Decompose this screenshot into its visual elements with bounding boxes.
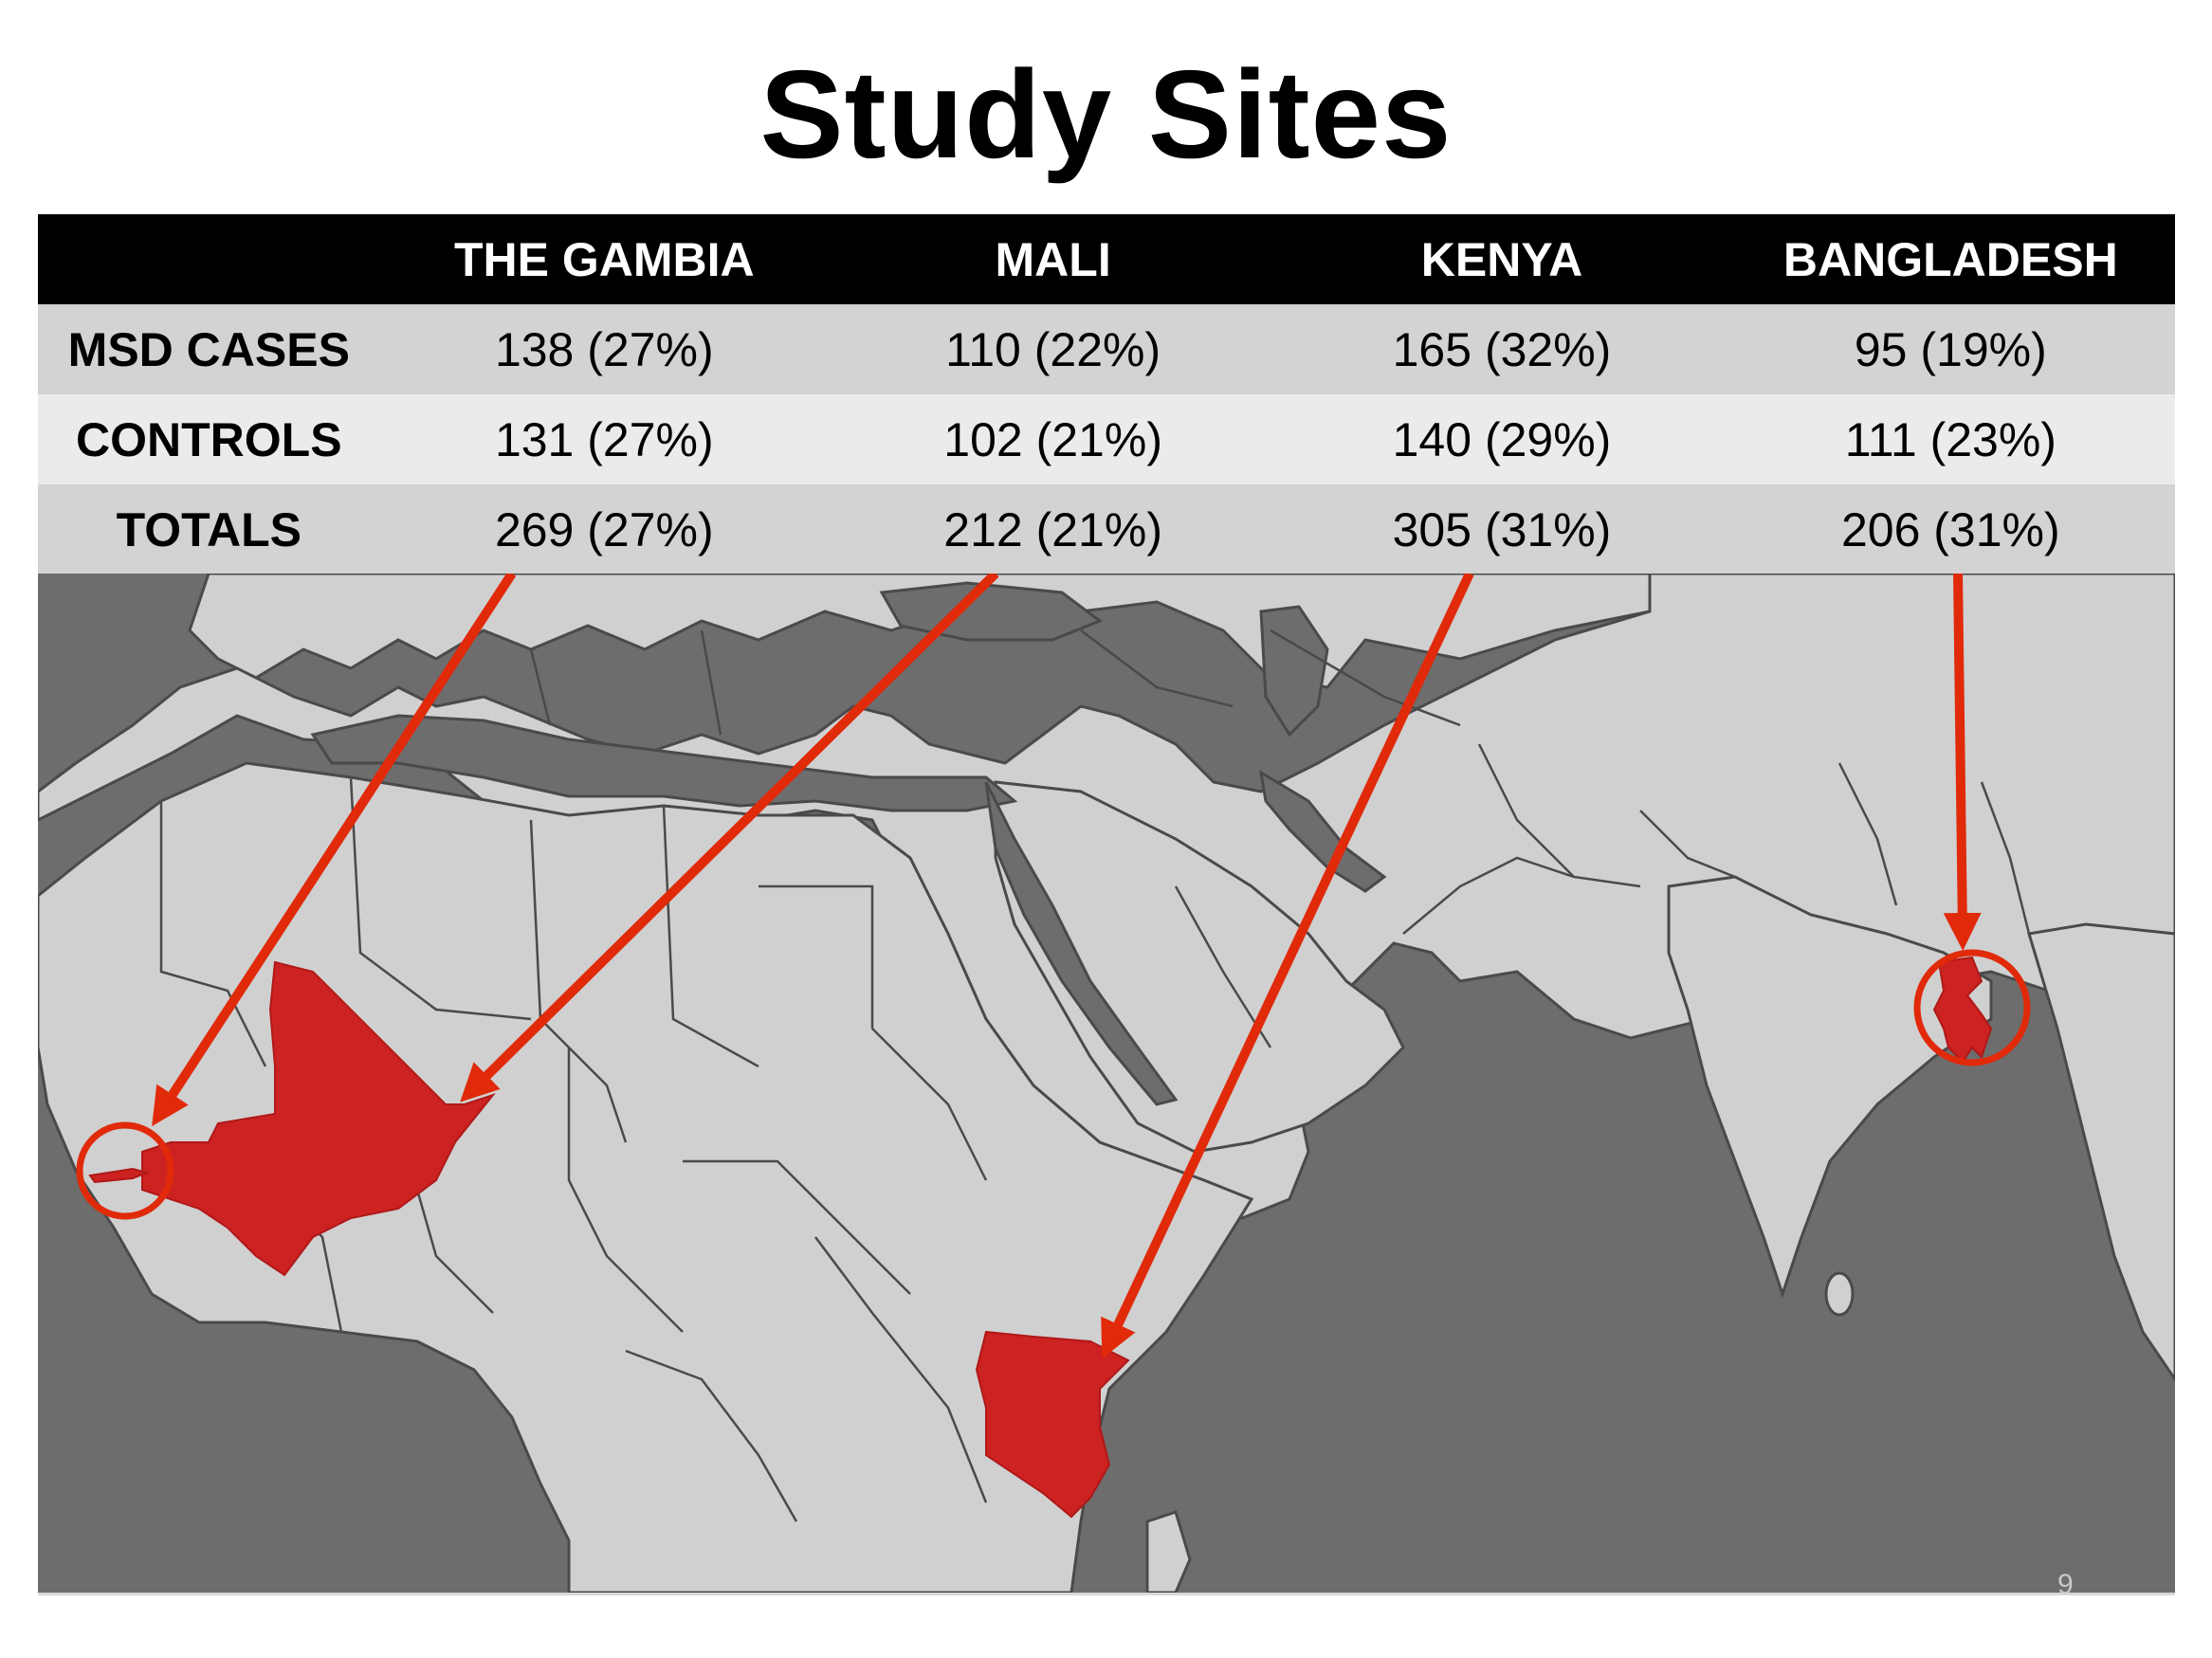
- kenya-country: [975, 1330, 1130, 1519]
- gambia-highlight-circle: [76, 1121, 174, 1220]
- arrow-the-gambia: [152, 574, 517, 1127]
- table-header-corner: [38, 214, 380, 304]
- table-header-row: THE GAMBIA MALI KENYA BANGLADESH: [38, 214, 2175, 304]
- mali-country: [141, 960, 496, 1277]
- india-land: [1667, 875, 1993, 1299]
- table-row: CONTROLS 131 (27%) 102 (21%) 140 (29%) 1…: [38, 394, 2175, 484]
- page-number: 9: [2057, 1569, 2074, 1600]
- table-row: TOTALS 269 (27%) 212 (21%) 305 (31%) 206…: [38, 484, 2175, 574]
- table-cell: 131 (27%): [494, 412, 714, 466]
- africa-land: [38, 761, 1254, 1593]
- table-cell: 110 (22%): [945, 322, 1161, 376]
- row-label-totals: TOTALS: [116, 502, 302, 556]
- table-cell: 95 (19%): [1854, 322, 2047, 376]
- slide-bottom-rule: [38, 1593, 2175, 1595]
- southeast-asia-land: [2027, 922, 2175, 1382]
- bangladesh-highlight-circle: [1913, 949, 2031, 1066]
- table-cell: 102 (21%): [943, 412, 1162, 466]
- persian-gulf: [1258, 770, 1387, 893]
- column-header-mali: MALI: [995, 232, 1111, 286]
- map-svg: [38, 574, 2175, 1593]
- country-borders: [159, 629, 2031, 1522]
- table-row: MSD CASES 138 (27%) 110 (22%) 165 (32%) …: [38, 304, 2175, 394]
- table-cell: 269 (27%): [494, 502, 714, 556]
- arrow-kenya: [1101, 574, 1474, 1359]
- table-cell: 138 (27%): [494, 322, 714, 376]
- study-sites-table: THE GAMBIA MALI KENYA BANGLADESH MSD CAS…: [38, 214, 2175, 574]
- column-header-bangladesh: BANGLADESH: [1782, 232, 2118, 286]
- table-cell: 305 (31%): [1392, 502, 1612, 556]
- column-header-the-gambia: THE GAMBIA: [453, 232, 755, 286]
- bangladesh-country: [1932, 956, 1993, 1064]
- study-sites-map: [38, 574, 2175, 1593]
- arabia-land: [994, 780, 1405, 1154]
- table-cell: 140 (29%): [1392, 412, 1612, 466]
- sri-lanka-land: [1824, 1271, 1855, 1317]
- table-cell: 206 (31%): [1840, 502, 2060, 556]
- column-header-kenya: KENYA: [1420, 232, 1583, 286]
- slide-title: Study Sites: [759, 45, 1453, 184]
- table-cell: 212 (21%): [943, 502, 1162, 556]
- site-arrows: [152, 574, 1982, 1359]
- row-label-msd-cases: MSD CASES: [67, 322, 350, 376]
- caspian-sea: [1259, 605, 1329, 738]
- row-label-controls: CONTROLS: [76, 412, 342, 466]
- madagascar-land: [1145, 1510, 1192, 1593]
- red-sea: [984, 781, 1179, 1106]
- gambia-country: [88, 1167, 151, 1184]
- table-cell: 111 (23%): [1844, 412, 2057, 466]
- arrow-mali: [460, 574, 999, 1102]
- table-cell: 165 (32%): [1392, 322, 1612, 376]
- arrow-bangladesh: [1943, 574, 1982, 951]
